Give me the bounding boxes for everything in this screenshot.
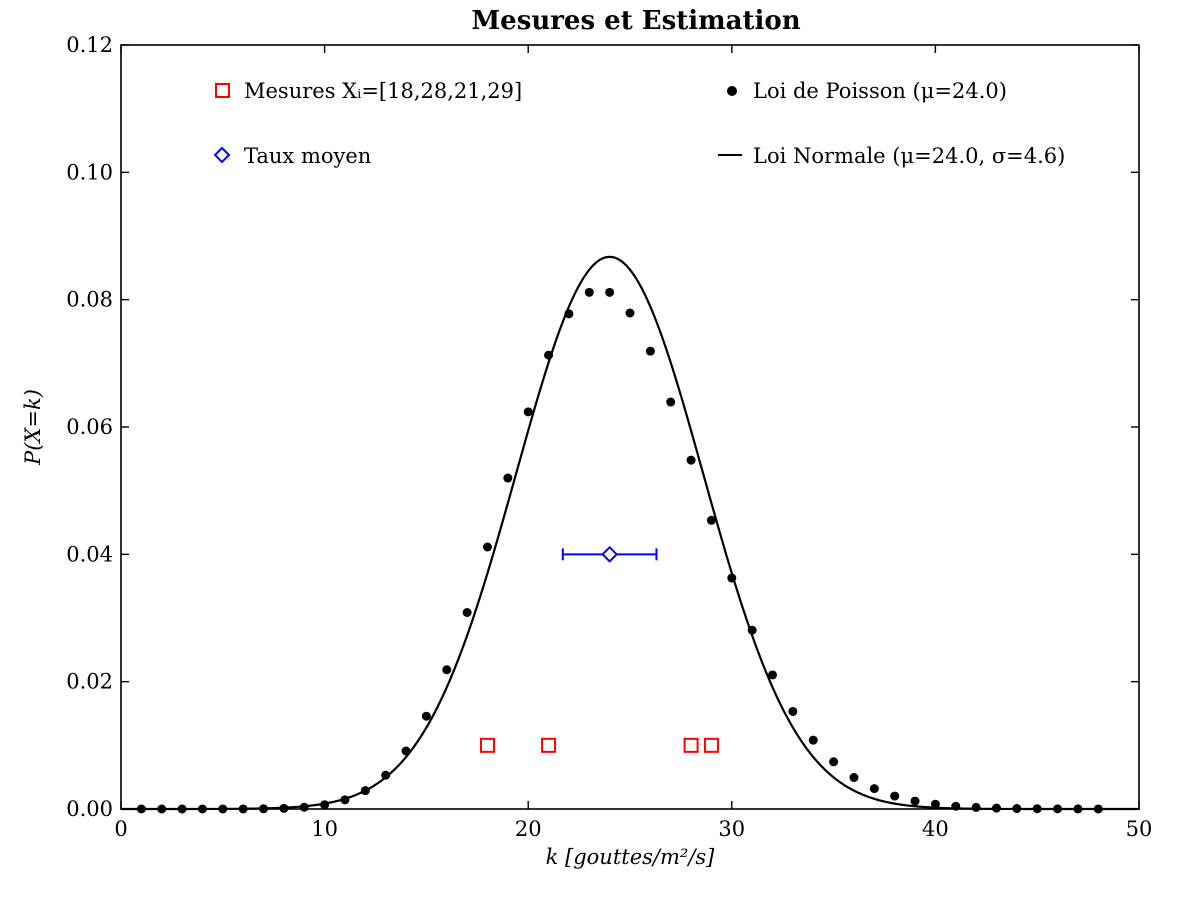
poisson-point bbox=[299, 802, 309, 812]
mesure-marker bbox=[683, 737, 699, 753]
poisson-point bbox=[544, 350, 554, 360]
mesure-marker bbox=[703, 737, 719, 753]
chart-title: Mesures et Estimation bbox=[471, 6, 800, 36]
poisson-point bbox=[360, 786, 370, 796]
y-tick-label: 0.08 bbox=[66, 288, 113, 312]
poisson-point bbox=[523, 407, 533, 417]
x-tick-label: 0 bbox=[114, 817, 127, 841]
poisson-point bbox=[482, 542, 492, 552]
poisson-point bbox=[849, 773, 859, 783]
mesure-marker bbox=[541, 737, 557, 753]
poisson-point bbox=[401, 746, 411, 756]
poisson-point bbox=[971, 802, 981, 812]
poisson-point bbox=[768, 670, 778, 680]
y-tick-label: 0.02 bbox=[66, 670, 113, 694]
legend-taux-marker bbox=[213, 146, 231, 164]
axis-ticks: 0 10 20 30 40 50 0.00 0.02 0.04 0.06 0.08 0.10 0.12 bbox=[66, 33, 1152, 841]
poisson-point bbox=[584, 287, 594, 297]
x-tick-label: 10 bbox=[311, 817, 338, 841]
poisson-point bbox=[421, 711, 431, 721]
legend-normale-label: Loi Normale (μ=24.0, σ=4.6) bbox=[753, 144, 1065, 168]
x-tick-label: 30 bbox=[718, 817, 745, 841]
poisson-point bbox=[788, 706, 798, 716]
legend-poisson-label: Loi de Poisson (μ=24.0) bbox=[753, 79, 1007, 103]
mesure-marker bbox=[479, 737, 495, 753]
poisson-point bbox=[666, 397, 676, 407]
poisson-point bbox=[808, 735, 818, 745]
plot-content bbox=[121, 255, 1139, 814]
y-tick-label: 0.04 bbox=[66, 542, 113, 566]
x-tick-label: 20 bbox=[515, 817, 542, 841]
x-tick-label: 50 bbox=[1126, 817, 1153, 841]
normal-curve-line bbox=[121, 255, 1139, 811]
legend-mesures-marker bbox=[215, 83, 230, 98]
poisson-point bbox=[625, 308, 635, 318]
x-axis-label: k [gouttes/m²/s] bbox=[546, 845, 716, 869]
poisson-point bbox=[686, 455, 696, 465]
poisson-point bbox=[503, 473, 513, 483]
poisson-point bbox=[991, 803, 1001, 813]
legend: Mesures Xᵢ=[18,28,21,29] Taux moyen Loi … bbox=[213, 79, 1065, 168]
poisson-point bbox=[727, 573, 737, 583]
poisson-point bbox=[564, 309, 574, 319]
legend-mesures-label: Mesures Xᵢ=[18,28,21,29] bbox=[244, 79, 522, 103]
poisson-point bbox=[381, 770, 391, 780]
poisson-point bbox=[442, 665, 452, 675]
poisson-point bbox=[869, 784, 879, 794]
poisson-point bbox=[890, 791, 900, 801]
poisson-point bbox=[829, 757, 839, 767]
y-tick-label: 0.12 bbox=[66, 33, 113, 57]
poisson-point bbox=[747, 625, 757, 635]
taux-marker bbox=[601, 545, 619, 563]
poisson-point bbox=[910, 796, 920, 806]
y-tick-label: 0.00 bbox=[66, 797, 113, 821]
poisson-point bbox=[462, 608, 472, 617]
y-axis-label: P(X=k) bbox=[21, 389, 45, 466]
legend-taux-label: Taux moyen bbox=[244, 144, 371, 168]
poisson-point bbox=[645, 346, 655, 356]
poisson-point bbox=[605, 287, 615, 297]
x-tick-label: 40 bbox=[922, 817, 949, 841]
poisson-point bbox=[706, 515, 716, 525]
legend-poisson-marker bbox=[727, 86, 737, 96]
poisson-point bbox=[340, 795, 350, 805]
y-tick-label: 0.06 bbox=[66, 415, 113, 439]
y-tick-label: 0.10 bbox=[66, 160, 113, 184]
